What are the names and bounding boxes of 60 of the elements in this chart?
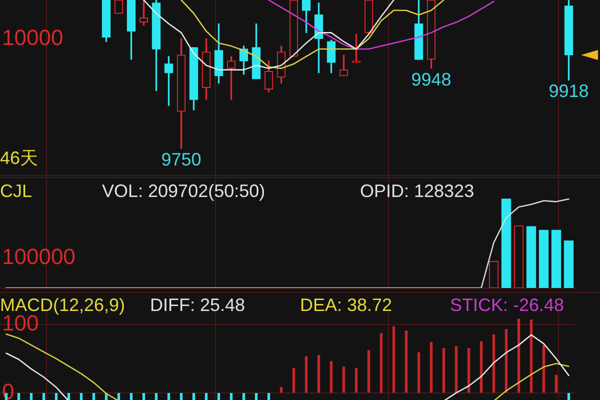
bar	[542, 344, 546, 393]
bar	[130, 392, 133, 400]
bar	[217, 392, 220, 400]
bar	[30, 392, 33, 400]
bar	[330, 361, 333, 393]
annotation: 46天	[0, 148, 38, 168]
bar	[92, 392, 96, 400]
bar	[167, 392, 170, 400]
bar	[154, 392, 158, 400]
bar	[567, 392, 570, 400]
bar	[192, 392, 196, 400]
bar	[430, 342, 433, 393]
bar	[280, 387, 283, 393]
bar	[142, 392, 146, 400]
bar	[530, 319, 533, 393]
bar	[480, 341, 483, 393]
bar	[367, 350, 370, 393]
bar	[551, 230, 562, 288]
bar	[317, 354, 320, 393]
bar	[17, 392, 20, 400]
bar	[392, 326, 396, 393]
bar	[442, 348, 446, 393]
bar	[517, 318, 520, 393]
bar	[342, 366, 346, 393]
bar	[554, 374, 558, 393]
annotation: DEA: 38.72	[300, 295, 392, 315]
bar	[4, 392, 8, 400]
bar	[454, 346, 458, 393]
bar	[492, 334, 496, 393]
bar	[304, 356, 308, 393]
annotation: 100000	[2, 244, 76, 269]
bar	[230, 392, 233, 400]
annotation: 10000	[2, 25, 64, 50]
bar	[467, 348, 470, 393]
bar	[117, 392, 120, 400]
bar	[180, 392, 183, 400]
bar	[501, 198, 512, 288]
annotation: VOL: 209702(50:50)	[102, 181, 266, 201]
bar	[538, 230, 549, 288]
bar	[404, 330, 408, 393]
bar	[564, 240, 574, 288]
bar	[526, 226, 536, 288]
annotation: 9948	[411, 69, 452, 90]
bar	[267, 392, 270, 400]
bar	[292, 368, 296, 393]
bar	[242, 392, 246, 400]
annotation: OPID: 128323	[360, 181, 474, 201]
bar	[54, 392, 58, 400]
annotation: 9750	[161, 150, 202, 170]
annotation: DIFF: 25.48	[150, 295, 246, 315]
bar	[42, 392, 46, 400]
bar	[204, 392, 208, 400]
bar	[254, 392, 258, 400]
bar	[417, 352, 420, 393]
annotation: STICK: -26.48	[450, 295, 564, 315]
bar	[380, 333, 383, 393]
bar	[354, 368, 358, 393]
bar	[80, 392, 83, 400]
annotation: CJL	[0, 181, 32, 201]
annotation: 9918	[548, 81, 589, 102]
